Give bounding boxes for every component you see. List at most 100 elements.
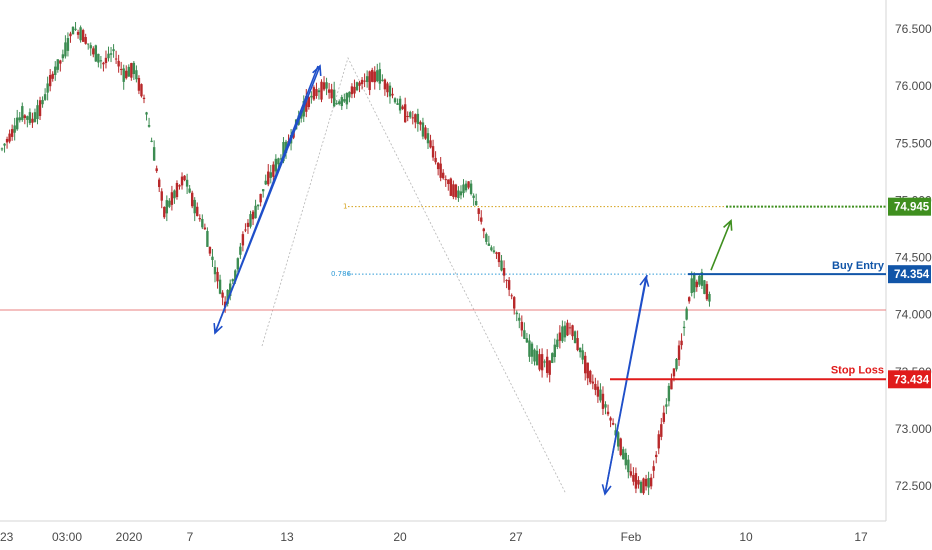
candle-body [449,178,453,196]
candle-body [353,86,356,94]
candle-body [649,477,653,487]
candle-body [251,211,255,220]
candle-body [672,368,676,377]
candle-body [528,340,531,357]
candle-body [695,281,698,288]
candle-body [234,270,237,282]
candle-body [119,68,123,70]
candle-body [206,231,209,247]
candle-body [267,171,270,185]
x-tick-label: 23 [0,530,14,544]
candle-body [332,89,336,107]
candle-body [246,222,250,227]
candle-body [647,478,650,488]
candle-body [386,83,389,93]
candle-body [596,386,600,397]
candle-body [165,200,169,214]
candle-body [54,66,57,75]
candle-body [317,90,321,93]
x-tick-label: 17 [854,530,868,544]
candle-body [211,256,214,261]
candle-body [655,454,658,458]
candle-body [454,184,458,198]
candle-body [261,189,265,192]
candle-body [345,93,349,105]
candle-body [340,97,343,107]
candle-body [411,117,414,119]
candle-body [429,140,432,148]
candle-body [401,106,404,109]
buy-entry-price-tag-bg [888,265,931,284]
candle-body [490,247,493,251]
candle-body [330,89,333,99]
candle-body [196,206,199,217]
candle-body [487,243,491,246]
candle-body [218,279,222,294]
candle-body [545,356,549,373]
candle-body [551,353,554,363]
candle-body [0,148,4,150]
candle-body [705,284,709,300]
candle-body [94,45,98,62]
buy-entry-price-tag: 74.354 [894,269,930,281]
candle-body [378,69,382,84]
candle-body [530,343,534,357]
candle-body [335,103,338,105]
candle-body [708,293,711,302]
y-tick-label: 73.000 [895,422,932,436]
candle-body [26,116,29,120]
candle-body [606,411,610,415]
candle-body [241,234,245,246]
candle-body [269,172,272,178]
candle-body [637,479,640,485]
candle-body [198,218,201,220]
candle-body [677,345,681,360]
candle-body [127,66,130,77]
candle-body [584,355,587,374]
candle-body [125,70,128,79]
x-tick-label: 7 [187,530,194,544]
candle-body [104,57,108,64]
candle-body [685,308,688,320]
candle-body [629,471,633,476]
candle-body [482,228,485,232]
candle-body [693,274,696,293]
candle-body [221,292,224,298]
candle-body [474,201,478,206]
candle-body [114,58,118,60]
swing-arrow-left-tip [214,65,321,334]
candle-body [343,99,346,102]
candle-body [365,76,369,83]
candle-body [426,133,430,144]
candle-body [348,91,351,98]
candle-body [256,204,260,207]
candle-body [338,101,341,105]
candle-body [180,176,184,186]
candle-body [665,404,668,407]
candle-body [381,79,384,81]
candle-body [703,280,706,294]
candle-body [616,432,620,447]
candle-body [178,185,181,187]
candle-body [442,172,445,179]
candle-body [581,350,584,360]
candle-body [419,121,422,125]
candle-body [495,252,498,254]
candle-body [175,182,179,198]
candle-body [48,75,52,87]
candle-body [571,325,574,337]
candle-body [518,317,521,321]
candle-body [327,89,331,93]
candle-body [690,278,693,293]
candle-body [535,350,539,366]
x-tick-label: Feb [621,530,642,544]
candle-body [102,62,105,65]
fib-level-label: 1 [343,203,347,211]
candle-body [507,280,511,290]
candle-body [682,326,686,329]
x-tick-label: 2020 [116,530,143,544]
candle-body [568,327,572,329]
candle-body [239,246,242,255]
